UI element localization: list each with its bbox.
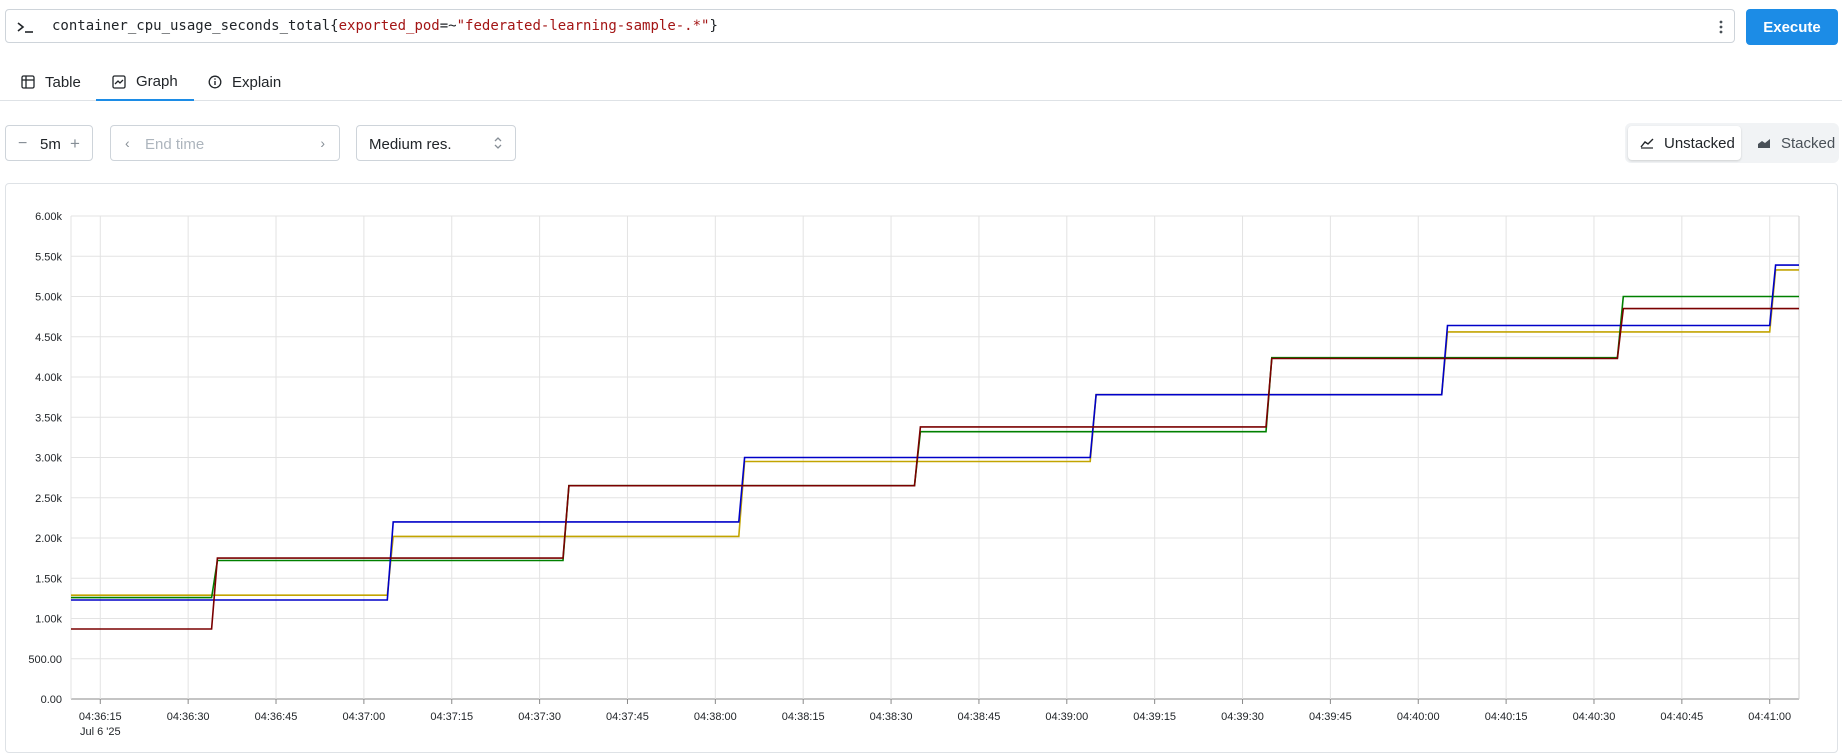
x-tick-label: 04:39:45 <box>1309 711 1352 723</box>
y-tick-label: 0.00 <box>41 694 62 706</box>
unstacked-label: Unstacked <box>1664 134 1735 152</box>
resolution-select[interactable]: Medium res. <box>356 125 516 161</box>
x-tick-label: 04:37:15 <box>430 711 473 723</box>
x-tick-label: 04:38:30 <box>870 711 913 723</box>
tab-table[interactable]: Table <box>21 64 81 100</box>
terminal-prompt-icon <box>17 22 33 33</box>
series-line-2 <box>71 295 1799 599</box>
query-operator: =~ <box>439 18 457 34</box>
chevron-up-down-icon <box>494 137 502 149</box>
query-input[interactable]: container_cpu_usage_seconds_total{export… <box>5 9 1735 43</box>
query-close-brace: } <box>709 18 718 34</box>
series-line-4 <box>71 307 1799 630</box>
y-tick-label: 4.50k <box>35 332 62 344</box>
x-tick-label: 04:40:15 <box>1485 711 1528 723</box>
x-tick-label: 04:39:30 <box>1221 711 1264 723</box>
y-tick-label: 2.00k <box>35 533 62 545</box>
query-label-value: "federated-learning-sample-.*" <box>456 18 710 34</box>
x-tick-label: 04:38:45 <box>958 711 1001 723</box>
stacked-label: Stacked <box>1781 134 1836 152</box>
x-tick-label: 04:38:15 <box>782 711 825 723</box>
range-decrease-button[interactable]: − <box>18 135 28 152</box>
unstacked-button[interactable]: Unstacked <box>1628 126 1741 160</box>
tab-table-label: Table <box>45 73 81 91</box>
range-value[interactable]: 5m <box>40 136 61 153</box>
x-tick-label: 04:41:00 <box>1748 711 1791 723</box>
series-line-1 <box>71 269 1799 597</box>
y-tick-label: 6.00k <box>35 211 62 223</box>
x-tick-label: 04:37:30 <box>518 711 561 723</box>
tab-graph[interactable]: Graph <box>96 64 194 101</box>
y-tick-label: 2.50k <box>35 493 62 505</box>
query-open-brace: { <box>330 18 339 34</box>
x-tick-label: 04:36:30 <box>167 711 210 723</box>
x-tick-label: 04:38:00 <box>694 711 737 723</box>
more-options-icon[interactable] <box>1718 18 1724 36</box>
x-tick-label: 04:40:45 <box>1660 711 1703 723</box>
x-tick-label: 04:40:00 <box>1397 711 1440 723</box>
y-tick-label: 1.50k <box>35 573 62 585</box>
x-date-label: Jul 6 '25 <box>80 726 121 738</box>
chevron-right-icon[interactable]: › <box>320 135 325 151</box>
x-tick-label: 04:36:15 <box>79 711 122 723</box>
y-tick-label: 500.00 <box>28 654 62 666</box>
tab-explain-label: Explain <box>232 73 282 91</box>
y-tick-label: 4.00k <box>35 372 62 384</box>
query-label-name: exported_pod <box>338 18 440 34</box>
y-tick-label: 5.00k <box>35 292 62 304</box>
area-chart-icon <box>1758 139 1770 148</box>
stack-mode-toggle: Unstacked Stacked <box>1625 123 1839 163</box>
end-time-control: ‹ End time › <box>110 125 340 161</box>
graph-panel: 0.00 500.00 1.00k 1.50k 2.00k 2.50k 3.00k 3.50k… <box>5 183 1838 753</box>
y-tick-label: 1.00k <box>35 614 62 626</box>
table-icon <box>21 75 35 89</box>
x-tick-label: 04:37:45 <box>606 711 649 723</box>
x-tick-label: 04:40:30 <box>1573 711 1616 723</box>
series-line-3 <box>71 264 1799 601</box>
graph-icon <box>112 74 126 89</box>
query-metric: container_cpu_usage_seconds_total <box>52 18 331 34</box>
x-tick-label: 04:39:15 <box>1133 711 1176 723</box>
tab-graph-label: Graph <box>136 73 178 90</box>
query-expression[interactable]: container_cpu_usage_seconds_total{export… <box>52 18 718 34</box>
resolution-value: Medium res. <box>369 136 452 153</box>
range-control: − 5m + <box>5 125 93 161</box>
x-tick-label: 04:39:00 <box>1045 711 1088 723</box>
y-tick-label: 3.00k <box>35 453 62 465</box>
stacked-button[interactable]: Stacked <box>1745 126 1837 160</box>
y-tick-label: 3.50k <box>35 412 62 424</box>
x-tick-label: 04:37:00 <box>342 711 385 723</box>
end-time-input[interactable]: End time <box>145 136 205 153</box>
line-chart-icon <box>1640 138 1654 149</box>
tab-explain[interactable]: Explain <box>208 64 281 100</box>
execute-button[interactable]: Execute <box>1746 9 1838 45</box>
x-tick-label: 04:36:45 <box>255 711 298 723</box>
time-series-chart[interactable]: 0.00 500.00 1.00k 1.50k 2.00k 2.50k 3.00k 3.50k… <box>6 184 1837 746</box>
chevron-left-icon[interactable]: ‹ <box>125 135 130 151</box>
range-increase-button[interactable]: + <box>70 134 80 153</box>
y-tick-label: 5.50k <box>35 251 62 263</box>
info-icon <box>208 75 222 89</box>
view-tabs: Table Graph Explain <box>0 64 1842 101</box>
